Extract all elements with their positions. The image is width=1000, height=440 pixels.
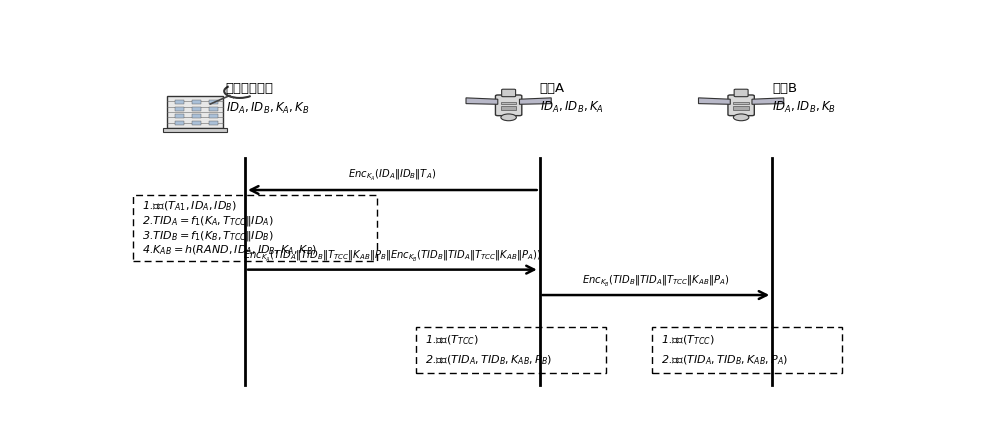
- Text: 2.存储$(TID_A, TID_B, K_{AB}, P_B)$: 2.存储$(TID_A, TID_B, K_{AB}, P_B)$: [425, 353, 552, 367]
- FancyBboxPatch shape: [734, 89, 748, 97]
- FancyBboxPatch shape: [495, 95, 522, 116]
- Text: 3.$TID_B = f_1(K_B, T_{TCC} \| ID_B)$: 3.$TID_B = f_1(K_B, T_{TCC} \| ID_B)$: [142, 228, 274, 242]
- FancyBboxPatch shape: [502, 89, 516, 97]
- Text: 2.存储$(TID_A, TID_B, K_{AB}, P_A)$: 2.存储$(TID_A, TID_B, K_{AB}, P_A)$: [661, 353, 789, 367]
- Bar: [209, 114, 218, 118]
- Bar: [501, 106, 516, 110]
- Text: 1.检查$(T_{TCC})$: 1.检查$(T_{TCC})$: [425, 334, 479, 347]
- Polygon shape: [752, 98, 784, 104]
- Polygon shape: [466, 98, 498, 104]
- FancyBboxPatch shape: [728, 95, 754, 116]
- Text: $ID_A, ID_B, K_A, K_B$: $ID_A, ID_B, K_A, K_B$: [226, 101, 309, 116]
- Bar: [501, 102, 516, 104]
- Polygon shape: [519, 98, 551, 104]
- Polygon shape: [698, 98, 730, 104]
- Bar: [192, 100, 201, 104]
- Bar: [733, 102, 749, 104]
- Bar: [167, 96, 223, 128]
- Text: 卫星B: 卫星B: [772, 82, 797, 95]
- Text: 1.检查$(T_{TCC})$: 1.检查$(T_{TCC})$: [661, 334, 715, 347]
- Text: 2.$TID_A = f_1(K_A, T_{TCC} \| ID_A)$: 2.$TID_A = f_1(K_A, T_{TCC} \| ID_A)$: [142, 214, 274, 228]
- Bar: [175, 114, 184, 118]
- Circle shape: [733, 114, 749, 121]
- Text: 4.$K_{AB} = h(RAND, ID_A, ID_B, K_A, K_B)$: 4.$K_{AB} = h(RAND, ID_A, ID_B, K_A, K_B…: [142, 244, 317, 257]
- Bar: [209, 100, 218, 104]
- Text: $ID_A, ID_B, K_A$: $ID_A, ID_B, K_A$: [540, 99, 603, 114]
- Text: 卫星A: 卫星A: [540, 82, 565, 95]
- Bar: [163, 128, 227, 132]
- Bar: [192, 107, 201, 111]
- Bar: [192, 114, 201, 118]
- Bar: [192, 121, 201, 125]
- Text: $Enc_{K_B}(TID_B \| TID_A \| T_{TCC} \| K_{AB} \| P_A)$: $Enc_{K_B}(TID_B \| TID_A \| T_{TCC} \| …: [582, 274, 730, 289]
- Text: $ID_A, ID_B, K_B$: $ID_A, ID_B, K_B$: [772, 99, 836, 114]
- Bar: [175, 107, 184, 111]
- Text: 1.检查$(T_{A1}, ID_A, ID_B)$: 1.检查$(T_{A1}, ID_A, ID_B)$: [142, 199, 237, 213]
- Bar: [733, 106, 749, 110]
- Text: 地面控制中心: 地面控制中心: [226, 82, 274, 95]
- Bar: [209, 121, 218, 125]
- Bar: [175, 121, 184, 125]
- Text: $Enc_{K_A}(ID_A \| ID_B \| T_A)$: $Enc_{K_A}(ID_A \| ID_B \| T_A)$: [348, 168, 437, 183]
- Bar: [209, 107, 218, 111]
- Text: $Enc_{K_A}(TID_A \| TID_B \| T_{TCC} \| K_{AB} \| P_B \| Enc_{K_B}(TID_B \| TID_: $Enc_{K_A}(TID_A \| TID_B \| T_{TCC} \| …: [243, 249, 542, 264]
- Bar: [175, 100, 184, 104]
- Circle shape: [501, 114, 516, 121]
